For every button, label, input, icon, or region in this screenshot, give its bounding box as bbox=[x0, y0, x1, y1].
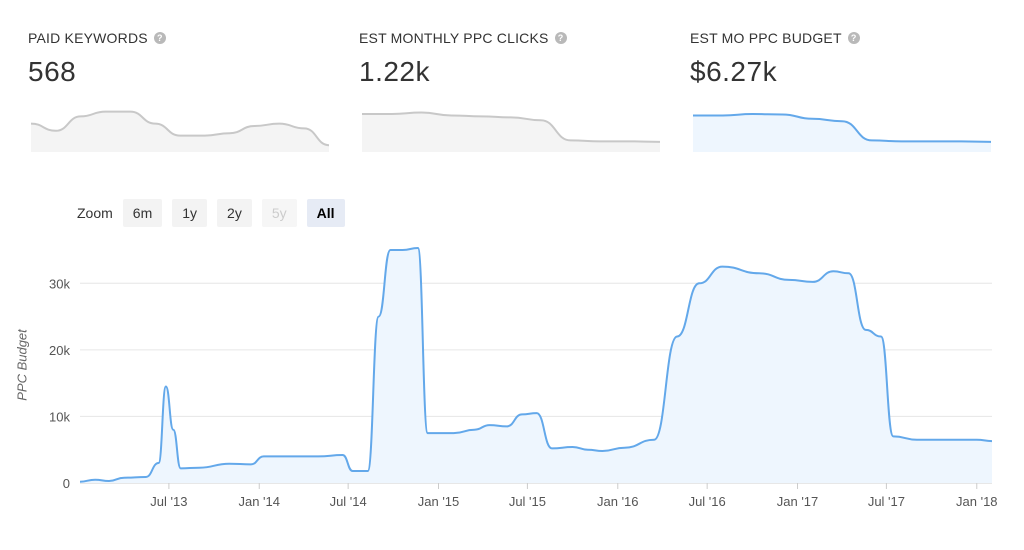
series-line[interactable] bbox=[79, 246, 993, 483]
sparkline-line bbox=[693, 112, 992, 143]
y-tick-label: 20k bbox=[49, 343, 70, 358]
zoom-5y-button: 5y bbox=[261, 199, 297, 227]
sparkline-area bbox=[362, 112, 660, 152]
stat-value: 568 bbox=[28, 56, 77, 87]
x-tick-label: Jan '15 bbox=[418, 494, 460, 509]
x-tick-label: Jul '16 bbox=[689, 494, 726, 509]
sparkline-area bbox=[693, 114, 991, 152]
stat-title: PAID KEYWORDS bbox=[28, 30, 148, 46]
zoom-6m-button[interactable]: 6m bbox=[122, 199, 163, 227]
ppc-clicks-sparkline[interactable] bbox=[361, 100, 661, 152]
help-icon[interactable]: ? bbox=[153, 32, 166, 44]
help-icon[interactable]: ? bbox=[847, 32, 860, 44]
stat-est-mo-ppc-budget: EST MO PPC BUDGET ? $6.27k bbox=[690, 28, 992, 92]
stat-paid-keywords: PAID KEYWORDS ? 568 bbox=[28, 28, 330, 92]
stat-value: $6.27k bbox=[690, 56, 778, 87]
y-tick-label: 10k bbox=[49, 409, 70, 424]
y-tick-label: 30k bbox=[49, 276, 70, 291]
x-tick-label: Jul '14 bbox=[330, 494, 367, 509]
sparkline-line bbox=[362, 111, 661, 143]
zoom-all-button[interactable]: All bbox=[306, 199, 345, 227]
stat-title: EST MONTHLY PPC CLICKS bbox=[359, 30, 549, 46]
zoom-2y-button[interactable]: 2y bbox=[217, 199, 252, 227]
help-icon[interactable]: ? bbox=[554, 32, 567, 44]
stat-value: 1.22k bbox=[359, 56, 430, 87]
sparkline-line bbox=[30, 110, 330, 147]
x-tick-label: Jan '14 bbox=[238, 494, 280, 509]
stat-title: EST MO PPC BUDGET bbox=[690, 30, 842, 46]
x-tick-label: Jul '15 bbox=[509, 494, 546, 509]
y-axis-ticks: 0 10k 20k 30k bbox=[49, 276, 70, 491]
x-tick-label: Jan '17 bbox=[777, 494, 819, 509]
y-tick-label: 0 bbox=[63, 476, 70, 491]
zoom-controls: Zoom 6m 1y 2y 5y All bbox=[77, 199, 345, 227]
ppc-budget-sparkline[interactable] bbox=[692, 100, 992, 152]
x-tick-label: Jan '16 bbox=[597, 494, 639, 509]
paid-keywords-sparkline[interactable] bbox=[30, 100, 330, 152]
x-axis-ticks: Jul '13 Jan '14 Jul '14 Jan '15 Jul '15 Jan '… bbox=[150, 483, 998, 509]
stat-est-monthly-ppc-clicks: EST MONTHLY PPC CLICKS ? 1.22k bbox=[359, 28, 661, 92]
zoom-label: Zoom bbox=[77, 205, 113, 221]
sparkline-area bbox=[31, 111, 329, 152]
x-tick-label: Jan '18 bbox=[956, 494, 998, 509]
zoom-1y-button[interactable]: 1y bbox=[172, 199, 208, 227]
series-area bbox=[80, 248, 992, 483]
x-tick-label: Jul '13 bbox=[150, 494, 187, 509]
x-tick-label: Jul '17 bbox=[868, 494, 905, 509]
